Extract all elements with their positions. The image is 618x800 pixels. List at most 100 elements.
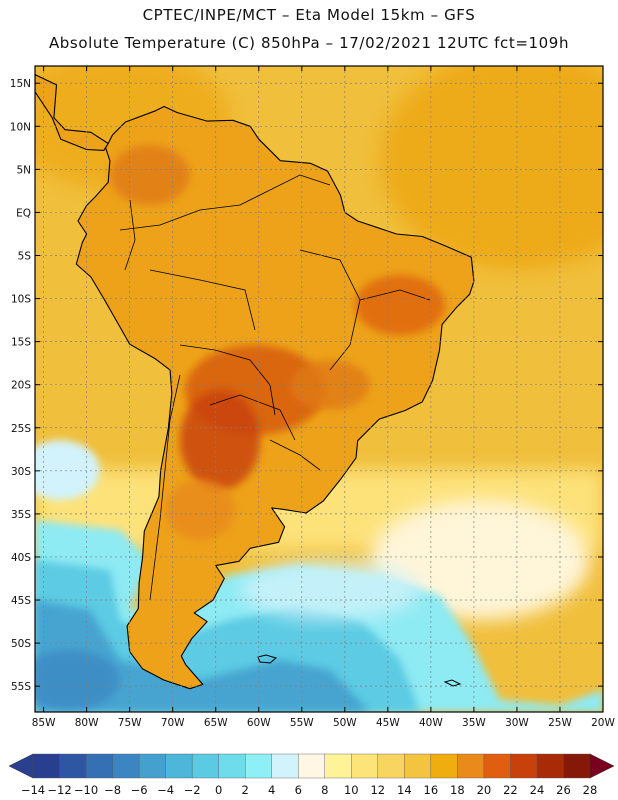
colorbar-swatch xyxy=(271,753,299,779)
lat-tick-label: 20S xyxy=(11,380,31,392)
country-borders xyxy=(119,174,431,601)
lon-tick-label: 85W xyxy=(32,717,56,729)
lat-tick-label: 25S xyxy=(11,423,31,435)
colorbar-swatch xyxy=(218,753,246,779)
colorbar-swatch xyxy=(324,753,352,779)
border-line xyxy=(179,344,276,416)
lat-tick-label: 10N xyxy=(10,121,31,133)
colorbar-tick-label: −2 xyxy=(184,783,201,797)
colorbar-tick-label: 12 xyxy=(370,783,385,797)
colorbar-over-arrow xyxy=(589,753,615,779)
colorbar-tick-label: 14 xyxy=(397,783,412,797)
lat-tick-label: 30S xyxy=(11,466,31,478)
lat-tick-label: 50S xyxy=(11,638,31,650)
lat-tick-label: 5N xyxy=(16,164,31,176)
colorbar-swatch xyxy=(483,753,511,779)
temperature-field xyxy=(35,66,603,712)
figure-title-line-1: CPTEC/INPE/MCT – Eta Model 15km – GFS xyxy=(142,6,476,24)
patagonia-shelf-cool-region xyxy=(240,560,420,620)
colorbar-swatch xyxy=(298,753,326,779)
colorbar-tick-label: 4 xyxy=(268,783,275,797)
colorbar-swatch xyxy=(457,753,485,779)
lon-tick-label: 40W xyxy=(419,717,443,729)
lon-tick-label: 35W xyxy=(462,717,486,729)
lon-tick-label: 20W xyxy=(591,717,615,729)
colorbar-tick-label: 20 xyxy=(477,783,492,797)
cold-core-region xyxy=(35,650,120,710)
lat-tick-label: 10S xyxy=(11,294,31,306)
lon-tick-label: 55W xyxy=(290,717,314,729)
colorbar-tick-label: −6 xyxy=(131,783,148,797)
colorbar-swatch xyxy=(244,753,273,779)
colorbar-tick-label: 16 xyxy=(424,783,439,797)
colorbar-swatch xyxy=(377,753,405,779)
border-line xyxy=(119,174,331,231)
colorbar-tick-label: 24 xyxy=(530,783,545,797)
venezuela-hot-region xyxy=(110,145,190,205)
border-line xyxy=(359,289,431,301)
lon-tick-label: 75W xyxy=(118,717,142,729)
colorbar-tick-label: −14 xyxy=(21,783,45,797)
lat-tick-label: 35S xyxy=(11,509,31,521)
lat-tick-label: 55S xyxy=(11,681,31,693)
colorbar-tick-label: 10 xyxy=(344,783,359,797)
colorbar-swatch xyxy=(85,753,114,779)
colorbar-swatch xyxy=(165,753,193,779)
lat-tick-label: 45S xyxy=(11,595,31,607)
colorbar-swatch xyxy=(510,753,538,779)
falkland-islands-outline xyxy=(257,654,278,664)
colorbar-tick-label: 6 xyxy=(295,783,302,797)
border-line xyxy=(269,439,321,471)
colorbar-tick-label: 26 xyxy=(556,783,571,797)
lon-tick-label: 70W xyxy=(161,717,185,729)
lon-tick-label: 30W xyxy=(505,717,529,729)
border-line xyxy=(209,394,296,441)
lon-tick-label: 50W xyxy=(333,717,357,729)
colorbar-tick-label: 0 xyxy=(215,783,222,797)
figure-title-line-2: Absolute Temperature (C) 850hPa – 17/02/… xyxy=(48,34,570,52)
border-line xyxy=(149,374,181,601)
pacific-cool-region xyxy=(35,440,100,500)
colorbar-tick-label: 2 xyxy=(242,783,249,797)
northeast-hot-region xyxy=(355,275,445,335)
colorbar-tick-label: −8 xyxy=(104,783,121,797)
colorbar-labels: −14 −12 −10 −8 −6 −4 −2 0 2 4 6 8 10 12 14 16 18 20 22 24 26… xyxy=(21,783,597,797)
colorbar-tick-label: −4 xyxy=(157,783,174,797)
lat-tick-label: EQ xyxy=(16,207,31,219)
colorbar-swatch xyxy=(563,753,591,779)
continent-coastline xyxy=(35,74,475,690)
latitude-labels: 15N 10N 5N EQ 5S 10S 15S 20S 25S 30S 35S 40S 45S 50S 5… xyxy=(10,78,32,693)
colorbar-swatch xyxy=(112,753,140,779)
chaco-hot-core xyxy=(180,390,260,490)
colorbar-swatch xyxy=(191,753,220,779)
colorbar-tick-label: −12 xyxy=(47,783,71,797)
colorbar-swatch xyxy=(536,753,564,779)
lat-tick-label: 15N xyxy=(10,78,31,90)
south-georgia-outline xyxy=(443,679,462,687)
colorbar-tick-label: 22 xyxy=(503,783,518,797)
colorbar-swatch xyxy=(59,753,87,779)
colorbar-swatch xyxy=(32,753,61,779)
lon-tick-label: 60W xyxy=(247,717,271,729)
lon-tick-label: 80W xyxy=(75,717,99,729)
lon-tick-label: 65W xyxy=(204,717,228,729)
lat-tick-label: 5S xyxy=(18,250,32,262)
colorbar-swatch xyxy=(351,753,379,779)
colorbar-tick-label: −10 xyxy=(74,783,98,797)
colorbar-tick-label: 28 xyxy=(583,783,598,797)
colorbar-swatch xyxy=(430,753,458,779)
border-line xyxy=(149,269,256,331)
pampas-warm-region xyxy=(165,480,235,540)
border-line xyxy=(124,199,136,271)
colorbar-tick-label: 8 xyxy=(321,783,328,797)
colorbar-tick-label: 18 xyxy=(450,783,465,797)
colorbar xyxy=(8,753,615,779)
lon-tick-label: 45W xyxy=(376,717,400,729)
map-frame xyxy=(34,65,604,713)
axis-ticks xyxy=(35,66,604,712)
longitude-labels: 85W 80W 75W 70W 65W 60W 55W 50W 45W 40W 35W 30W 25W 2… xyxy=(32,717,616,729)
colorbar-under-arrow xyxy=(8,753,34,779)
lat-tick-label: 40S xyxy=(11,552,31,564)
